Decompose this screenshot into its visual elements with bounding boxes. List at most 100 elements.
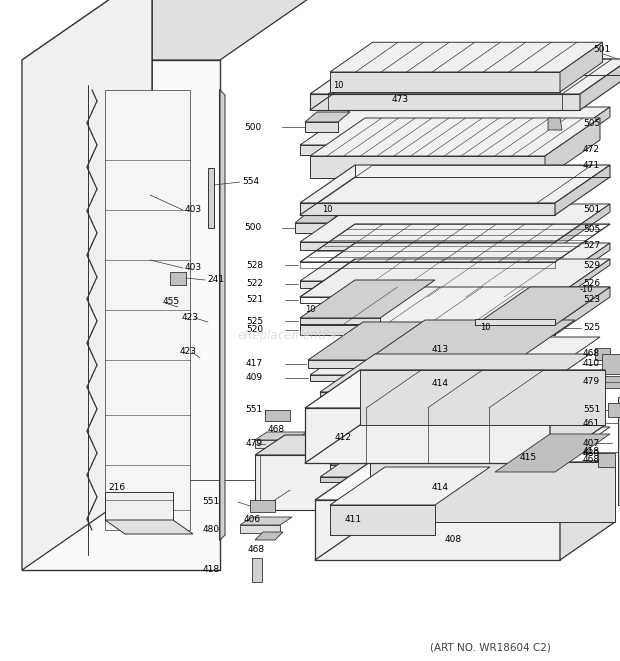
Polygon shape xyxy=(300,107,610,145)
Text: 501: 501 xyxy=(583,204,600,214)
Polygon shape xyxy=(255,455,345,510)
Text: 406: 406 xyxy=(244,516,260,524)
Text: (ART NO. WR18604 C2): (ART NO. WR18604 C2) xyxy=(430,642,551,652)
Polygon shape xyxy=(310,118,600,156)
Polygon shape xyxy=(308,360,368,368)
Text: 551: 551 xyxy=(246,405,263,414)
Text: 523: 523 xyxy=(583,295,600,305)
Polygon shape xyxy=(105,492,173,520)
Polygon shape xyxy=(555,165,610,215)
Text: 529: 529 xyxy=(583,260,600,270)
Polygon shape xyxy=(345,435,375,510)
Text: 473: 473 xyxy=(391,95,409,104)
Polygon shape xyxy=(495,434,610,472)
Text: 505: 505 xyxy=(583,120,600,128)
Polygon shape xyxy=(300,243,610,281)
Text: 525: 525 xyxy=(246,317,263,325)
Polygon shape xyxy=(300,145,555,155)
Polygon shape xyxy=(300,204,610,242)
Text: 468: 468 xyxy=(583,455,600,465)
Text: eReplacementParts.com: eReplacementParts.com xyxy=(238,329,382,342)
Polygon shape xyxy=(330,72,560,92)
Text: 415: 415 xyxy=(520,453,537,461)
Polygon shape xyxy=(310,337,600,375)
Text: 521: 521 xyxy=(246,295,263,305)
Text: 412: 412 xyxy=(335,434,352,442)
Polygon shape xyxy=(240,525,280,533)
Polygon shape xyxy=(555,259,610,303)
Polygon shape xyxy=(555,287,610,335)
Text: -10: -10 xyxy=(580,286,593,295)
Text: 461: 461 xyxy=(583,418,600,428)
Polygon shape xyxy=(330,505,435,535)
Text: 528: 528 xyxy=(246,260,263,270)
Polygon shape xyxy=(330,467,490,505)
Polygon shape xyxy=(320,439,590,477)
Text: 520: 520 xyxy=(246,325,263,334)
Polygon shape xyxy=(555,107,610,155)
Text: 455: 455 xyxy=(163,297,180,307)
Polygon shape xyxy=(370,358,520,364)
Text: 216: 216 xyxy=(108,483,125,492)
Polygon shape xyxy=(300,280,435,318)
Polygon shape xyxy=(208,168,214,228)
Text: 554: 554 xyxy=(242,176,259,186)
Polygon shape xyxy=(220,90,225,540)
Polygon shape xyxy=(305,112,350,122)
Polygon shape xyxy=(545,118,600,178)
Polygon shape xyxy=(105,90,190,530)
Polygon shape xyxy=(305,408,550,463)
Polygon shape xyxy=(330,42,603,72)
Text: 418: 418 xyxy=(203,566,220,574)
Polygon shape xyxy=(310,59,620,94)
Polygon shape xyxy=(300,318,380,324)
Polygon shape xyxy=(300,203,555,215)
Text: 417: 417 xyxy=(246,360,263,368)
Polygon shape xyxy=(330,465,555,470)
Text: 472: 472 xyxy=(583,145,600,155)
Text: 10: 10 xyxy=(333,81,343,91)
Polygon shape xyxy=(315,500,560,560)
Text: 410: 410 xyxy=(583,360,600,368)
Polygon shape xyxy=(618,397,620,505)
Polygon shape xyxy=(305,370,605,408)
Polygon shape xyxy=(315,462,615,500)
Text: 10: 10 xyxy=(480,323,490,332)
Polygon shape xyxy=(320,392,535,397)
Polygon shape xyxy=(580,59,620,110)
Polygon shape xyxy=(300,297,555,303)
Polygon shape xyxy=(548,225,562,236)
Polygon shape xyxy=(598,453,615,467)
Polygon shape xyxy=(295,223,328,233)
Text: 468: 468 xyxy=(583,350,600,358)
Polygon shape xyxy=(560,462,615,560)
Text: 413: 413 xyxy=(432,346,448,354)
Text: 10: 10 xyxy=(305,305,316,315)
Text: 241: 241 xyxy=(207,274,224,284)
Text: 10: 10 xyxy=(322,204,332,214)
Text: 414: 414 xyxy=(432,483,448,492)
Polygon shape xyxy=(22,0,152,570)
Text: 403: 403 xyxy=(185,262,202,272)
Text: 527: 527 xyxy=(583,241,600,251)
Text: 525: 525 xyxy=(583,323,600,332)
Text: 526: 526 xyxy=(583,280,600,288)
Polygon shape xyxy=(23,61,219,569)
Polygon shape xyxy=(300,325,555,335)
Text: 411: 411 xyxy=(345,516,362,524)
Text: 505: 505 xyxy=(583,225,600,235)
Polygon shape xyxy=(308,322,423,360)
Polygon shape xyxy=(310,375,545,381)
Polygon shape xyxy=(295,213,340,223)
Polygon shape xyxy=(608,403,620,417)
Polygon shape xyxy=(595,348,610,360)
Text: 409: 409 xyxy=(246,373,263,383)
Polygon shape xyxy=(560,42,603,92)
Text: 479: 479 xyxy=(583,377,600,387)
Polygon shape xyxy=(370,320,575,358)
Polygon shape xyxy=(475,287,610,325)
Text: 500: 500 xyxy=(245,122,262,132)
Polygon shape xyxy=(305,122,338,132)
Polygon shape xyxy=(550,370,605,463)
Polygon shape xyxy=(22,0,350,60)
